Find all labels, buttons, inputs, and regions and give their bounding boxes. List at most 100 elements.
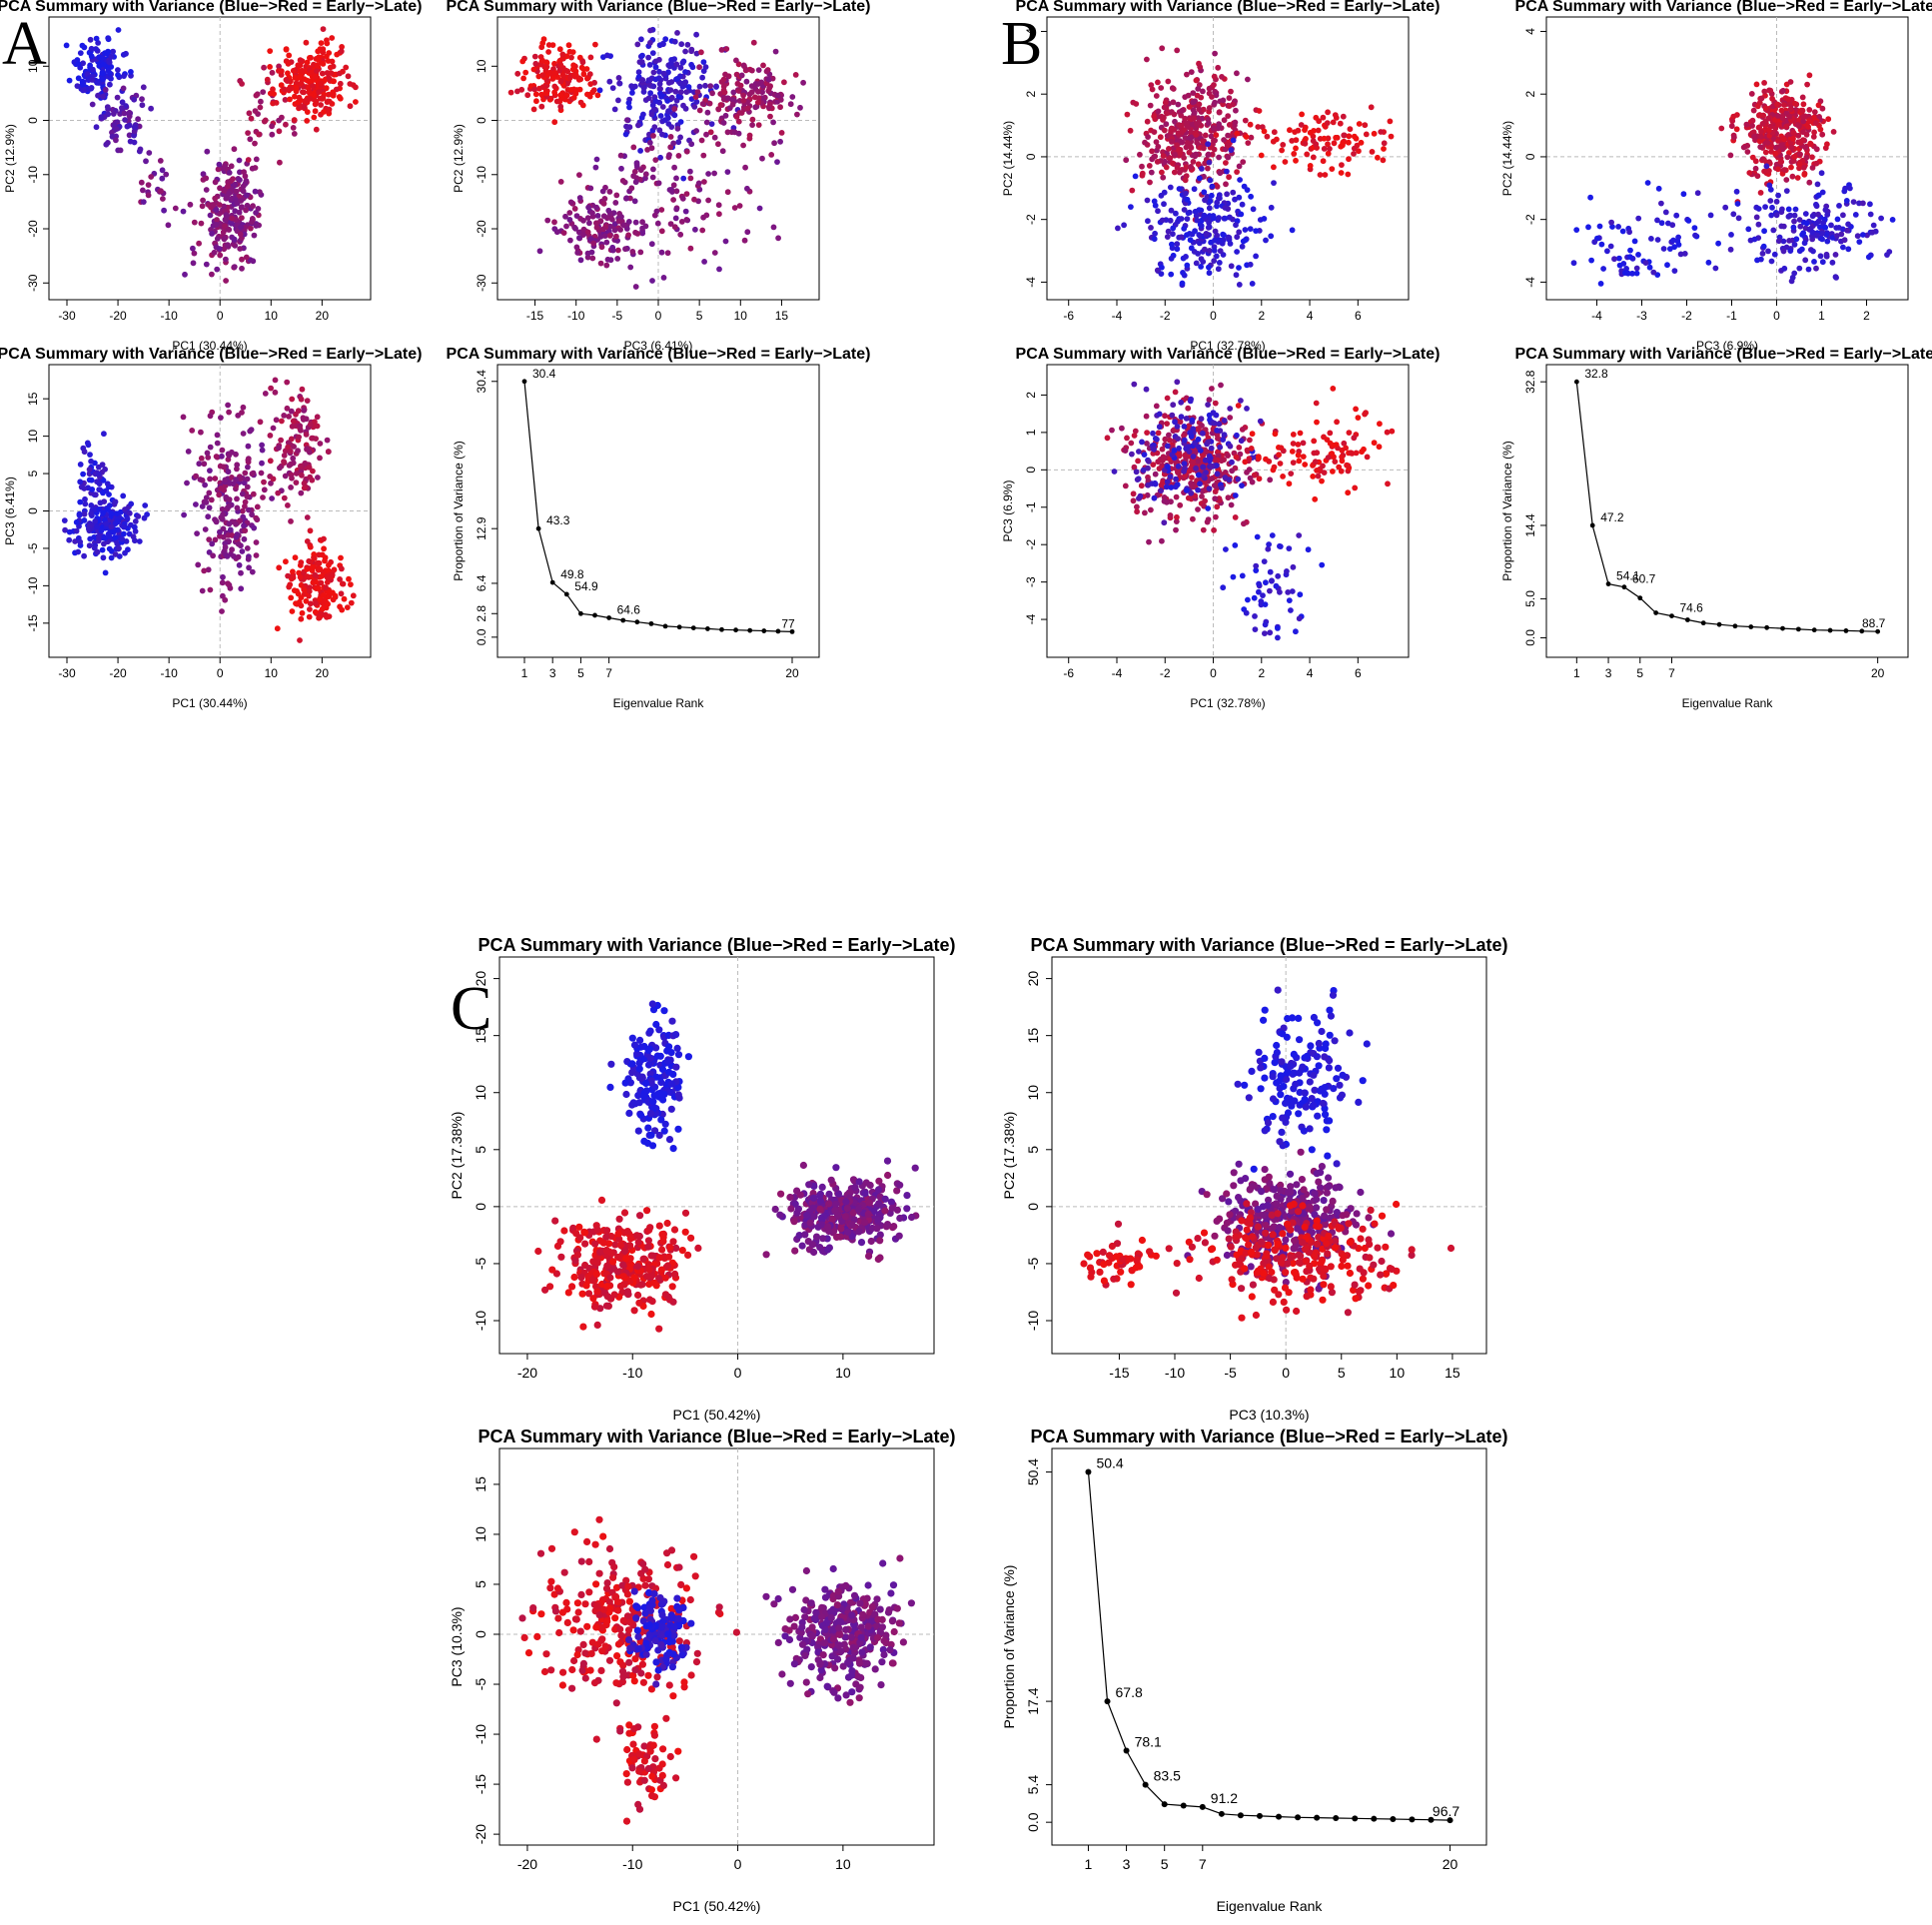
data-point xyxy=(1232,542,1239,548)
data-point xyxy=(1152,480,1158,486)
y-tick-label: -10 xyxy=(26,166,40,184)
data-point xyxy=(217,532,223,539)
x-tick-label: -5 xyxy=(612,309,623,323)
data-point xyxy=(1346,430,1353,436)
scatter-points xyxy=(534,1000,920,1333)
x-tick-label: -20 xyxy=(109,666,127,680)
data-point xyxy=(96,80,102,86)
data-point xyxy=(1185,210,1192,217)
data-point xyxy=(109,528,116,534)
data-point xyxy=(1665,220,1671,227)
data-point xyxy=(1388,133,1395,140)
data-point xyxy=(347,81,354,87)
data-point xyxy=(1184,262,1191,269)
data-point xyxy=(236,561,243,568)
data-point xyxy=(241,522,247,529)
data-point xyxy=(163,171,170,178)
data-point xyxy=(617,152,624,159)
data-point xyxy=(229,546,236,553)
data-point xyxy=(1202,246,1208,253)
data-point xyxy=(261,479,267,485)
x-tick-label: 5 xyxy=(577,666,584,680)
data-point xyxy=(1233,107,1239,114)
data-point xyxy=(1181,424,1188,430)
data-point xyxy=(1181,155,1187,161)
data-point xyxy=(1369,149,1376,155)
data-point xyxy=(1733,126,1740,133)
y-tick-label: 4 xyxy=(1523,28,1537,35)
data-point xyxy=(1169,241,1175,248)
data-point xyxy=(1290,460,1297,466)
data-point xyxy=(1201,212,1208,219)
data-point xyxy=(112,551,119,557)
variance-point xyxy=(1732,623,1738,629)
data-point xyxy=(1264,133,1271,140)
data-point xyxy=(571,206,578,212)
data-point xyxy=(1302,140,1309,147)
data-point xyxy=(1299,111,1305,118)
data-point xyxy=(625,100,632,106)
data-point xyxy=(663,1219,671,1228)
variance-point xyxy=(690,625,696,630)
data-point xyxy=(599,188,606,195)
data-point xyxy=(1745,226,1752,233)
data-point xyxy=(682,208,689,215)
data-point xyxy=(654,1090,662,1098)
data-point xyxy=(104,481,111,487)
data-point xyxy=(1796,161,1803,168)
data-point xyxy=(775,235,781,242)
variance-point xyxy=(704,626,710,631)
data-point xyxy=(1783,244,1790,251)
data-point xyxy=(1184,196,1191,203)
data-point xyxy=(674,1051,683,1059)
data-point xyxy=(267,64,273,70)
data-point xyxy=(588,249,595,256)
data-point xyxy=(1195,251,1201,257)
data-point xyxy=(660,1007,668,1015)
data-point xyxy=(1226,103,1233,109)
data-point xyxy=(1269,577,1275,584)
data-point xyxy=(1161,104,1168,111)
x-tick-label: -2 xyxy=(1681,309,1692,323)
data-point xyxy=(306,557,313,564)
data-point xyxy=(1223,160,1229,166)
chart-a4: PCA Summary with Variance (Blue−>Red = E… xyxy=(447,346,871,710)
data-point xyxy=(103,520,110,527)
data-point xyxy=(1214,503,1221,510)
data-point xyxy=(203,187,210,193)
data-point xyxy=(703,131,709,138)
data-point xyxy=(579,1323,587,1331)
data-point xyxy=(566,217,573,223)
data-point xyxy=(1819,236,1825,243)
data-point xyxy=(1327,146,1333,152)
data-point xyxy=(276,564,283,571)
data-point xyxy=(289,475,295,481)
data-point xyxy=(259,447,266,454)
data-point xyxy=(1763,163,1770,170)
data-point xyxy=(660,40,666,47)
data-point xyxy=(1691,225,1698,232)
data-point xyxy=(282,473,289,480)
data-point xyxy=(612,200,619,206)
data-point xyxy=(1387,118,1394,125)
data-point xyxy=(1158,192,1165,199)
cumulative-label: 32.8 xyxy=(1584,367,1608,381)
data-point xyxy=(1767,198,1774,204)
data-point xyxy=(1228,501,1235,508)
data-point xyxy=(699,74,705,81)
data-point xyxy=(1216,121,1222,128)
data-point xyxy=(244,493,251,499)
data-point xyxy=(716,266,722,273)
x-tick-label: -4 xyxy=(1112,309,1123,323)
data-point xyxy=(1375,154,1381,161)
data-point xyxy=(1263,579,1269,586)
data-point xyxy=(1205,152,1212,159)
data-point xyxy=(657,90,663,97)
x-axis: -6 -4 -2 0 2 4 6 xyxy=(1063,299,1362,323)
data-point xyxy=(1151,129,1158,136)
data-point xyxy=(741,237,748,244)
data-point xyxy=(254,503,261,510)
data-point xyxy=(223,278,230,284)
data-point xyxy=(1185,494,1192,501)
data-point xyxy=(203,175,210,182)
